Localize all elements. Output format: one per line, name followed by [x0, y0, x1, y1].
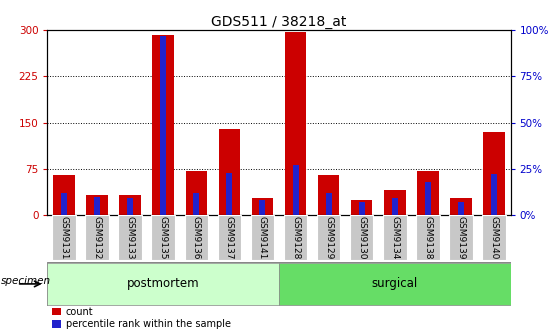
- Bar: [85, 215, 109, 260]
- Text: GSM9138: GSM9138: [424, 216, 432, 259]
- Bar: [416, 215, 440, 260]
- Bar: [350, 215, 373, 260]
- Text: GSM9131: GSM9131: [60, 216, 69, 259]
- Bar: [218, 215, 241, 260]
- Text: surgical: surgical: [372, 278, 418, 290]
- Text: GSM9137: GSM9137: [225, 216, 234, 259]
- Bar: [384, 191, 406, 215]
- Bar: [252, 198, 273, 215]
- Bar: [392, 198, 398, 215]
- Bar: [227, 173, 232, 215]
- Bar: [160, 36, 166, 215]
- Bar: [383, 215, 407, 260]
- Text: GSM9134: GSM9134: [390, 216, 400, 259]
- Bar: [193, 193, 199, 215]
- Text: GSM9141: GSM9141: [258, 216, 267, 259]
- Bar: [61, 193, 67, 215]
- Bar: [53, 175, 75, 215]
- Bar: [94, 197, 100, 215]
- Bar: [47, 263, 279, 305]
- Bar: [425, 182, 431, 215]
- Text: GSM9135: GSM9135: [158, 216, 168, 259]
- Bar: [185, 215, 208, 260]
- Bar: [118, 215, 142, 260]
- Bar: [259, 200, 266, 215]
- Bar: [317, 215, 340, 260]
- Text: GSM9140: GSM9140: [489, 216, 498, 259]
- Bar: [52, 215, 76, 260]
- Bar: [458, 202, 464, 215]
- Bar: [284, 215, 307, 260]
- Bar: [359, 202, 365, 215]
- Bar: [292, 165, 299, 215]
- Text: GSM9136: GSM9136: [192, 216, 201, 259]
- Bar: [351, 200, 372, 215]
- Legend: count, percentile rank within the sample: count, percentile rank within the sample: [52, 307, 231, 330]
- Text: GSM9132: GSM9132: [93, 216, 102, 259]
- Bar: [151, 215, 175, 260]
- Text: postmortem: postmortem: [127, 278, 200, 290]
- Bar: [219, 129, 240, 215]
- Text: GSM9128: GSM9128: [291, 216, 300, 259]
- Bar: [483, 132, 505, 215]
- Bar: [119, 195, 141, 215]
- Bar: [449, 215, 473, 260]
- Bar: [285, 32, 306, 215]
- Bar: [491, 174, 497, 215]
- Bar: [186, 171, 207, 215]
- Text: GSM9130: GSM9130: [357, 216, 366, 259]
- Title: GDS511 / 38218_at: GDS511 / 38218_at: [211, 15, 347, 29]
- Text: specimen: specimen: [1, 276, 51, 286]
- Bar: [326, 193, 331, 215]
- Bar: [417, 171, 439, 215]
- Text: GSM9133: GSM9133: [126, 216, 134, 259]
- Bar: [152, 35, 174, 215]
- Bar: [86, 195, 108, 215]
- Bar: [482, 215, 506, 260]
- Bar: [127, 198, 133, 215]
- Bar: [251, 215, 274, 260]
- Bar: [279, 263, 511, 305]
- Text: GSM9129: GSM9129: [324, 216, 333, 259]
- Bar: [318, 175, 339, 215]
- Bar: [450, 198, 472, 215]
- Text: GSM9139: GSM9139: [456, 216, 465, 259]
